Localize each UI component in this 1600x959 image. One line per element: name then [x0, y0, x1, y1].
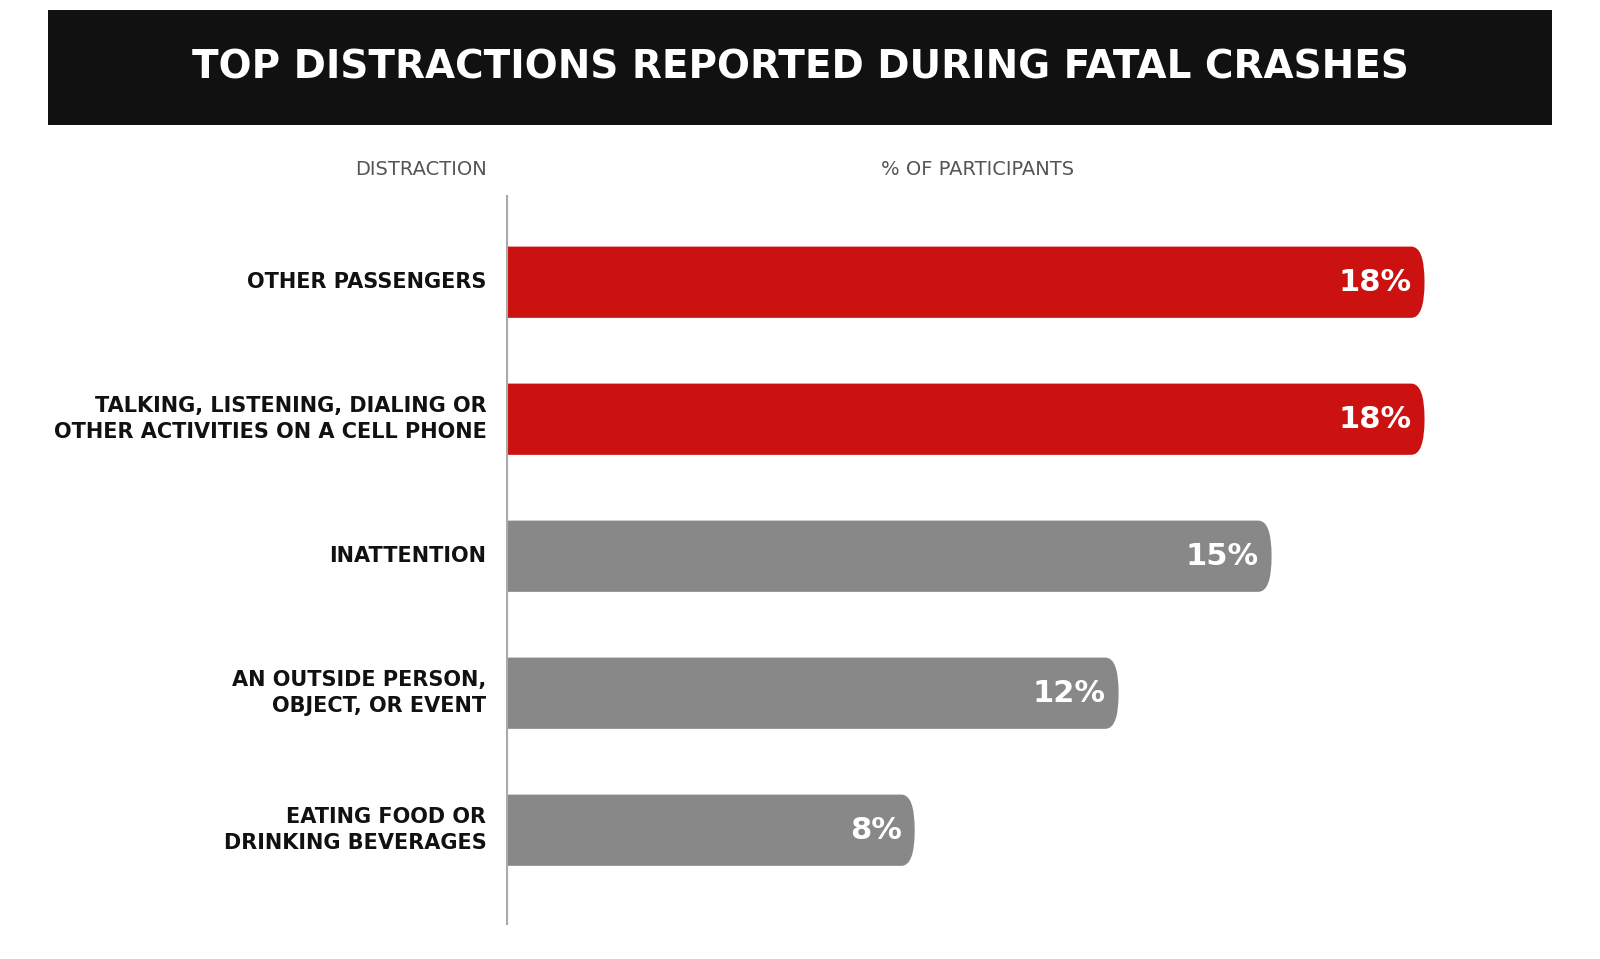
Text: TOP DISTRACTIONS REPORTED DURING FATAL CRASHES: TOP DISTRACTIONS REPORTED DURING FATAL C… [192, 48, 1408, 86]
Text: DISTRACTION: DISTRACTION [355, 160, 486, 179]
FancyBboxPatch shape [48, 9, 507, 959]
FancyBboxPatch shape [493, 795, 915, 866]
Text: INATTENTION: INATTENTION [330, 547, 486, 566]
Text: 8%: 8% [850, 816, 902, 845]
Text: EATING FOOD OR
DRINKING BEVERAGES: EATING FOOD OR DRINKING BEVERAGES [224, 807, 486, 854]
FancyBboxPatch shape [493, 246, 1424, 317]
Text: 15%: 15% [1186, 542, 1259, 571]
Text: OTHER PASSENGERS: OTHER PASSENGERS [246, 272, 486, 292]
FancyBboxPatch shape [493, 384, 1424, 455]
Text: TALKING, LISTENING, DIALING OR
OTHER ACTIVITIES ON A CELL PHONE: TALKING, LISTENING, DIALING OR OTHER ACT… [53, 396, 486, 442]
Text: 12%: 12% [1034, 679, 1106, 708]
Text: % OF PARTICIPANTS: % OF PARTICIPANTS [880, 160, 1074, 179]
Text: 18%: 18% [1339, 268, 1411, 296]
FancyBboxPatch shape [493, 658, 1118, 729]
FancyBboxPatch shape [0, 4, 1600, 130]
Text: 18%: 18% [1339, 405, 1411, 433]
FancyBboxPatch shape [493, 521, 1272, 592]
Text: AN OUTSIDE PERSON,
OBJECT, OR EVENT: AN OUTSIDE PERSON, OBJECT, OR EVENT [232, 670, 486, 716]
